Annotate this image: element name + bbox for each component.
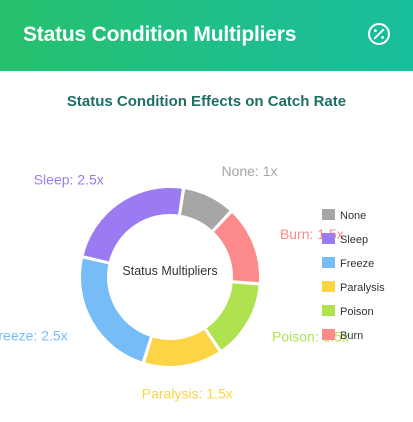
legend-swatch-freeze[interactable] bbox=[322, 257, 335, 268]
legend-label-burn[interactable]: Burn bbox=[340, 330, 363, 342]
legend-swatch-paralysis[interactable] bbox=[322, 281, 335, 292]
legend-label-none[interactable]: None bbox=[340, 210, 366, 222]
legend-label-poison[interactable]: Poison bbox=[340, 306, 374, 318]
slice-label-none: None: 1x bbox=[221, 163, 277, 179]
slice-label-poison: Poison: 1.5x bbox=[272, 328, 349, 344]
card-header: Status Condition Multipliers bbox=[0, 0, 413, 71]
legend-label-sleep[interactable]: Sleep bbox=[340, 234, 368, 246]
legend-swatch-none[interactable] bbox=[322, 209, 335, 220]
slice-label-sleep: Sleep: 2.5x bbox=[34, 171, 104, 187]
legend-swatch-sleep[interactable] bbox=[322, 233, 335, 244]
slice-burn[interactable] bbox=[211, 210, 261, 285]
slice-sleep[interactable] bbox=[81, 186, 185, 264]
slice-freeze[interactable] bbox=[79, 256, 153, 364]
legend-label-paralysis[interactable]: Paralysis bbox=[340, 282, 385, 294]
slice-label-freeze: Freeze: 2.5x bbox=[0, 328, 68, 344]
chart-title: Status Condition Effects on Catch Rate bbox=[66, 93, 347, 110]
card-title: Status Condition Multipliers bbox=[23, 23, 297, 46]
slice-none[interactable] bbox=[178, 187, 233, 233]
legend-label-freeze[interactable]: Freeze bbox=[340, 258, 374, 270]
center-label: Status Multipliers bbox=[122, 264, 217, 278]
slice-label-paralysis: Paralysis: 1.5x bbox=[142, 386, 233, 402]
slice-paralysis[interactable] bbox=[142, 327, 222, 368]
legend-swatch-poison[interactable] bbox=[322, 305, 335, 316]
percent-icon[interactable] bbox=[366, 21, 392, 47]
legend-swatch-burn[interactable] bbox=[322, 329, 335, 340]
slice-poison[interactable] bbox=[203, 281, 261, 353]
